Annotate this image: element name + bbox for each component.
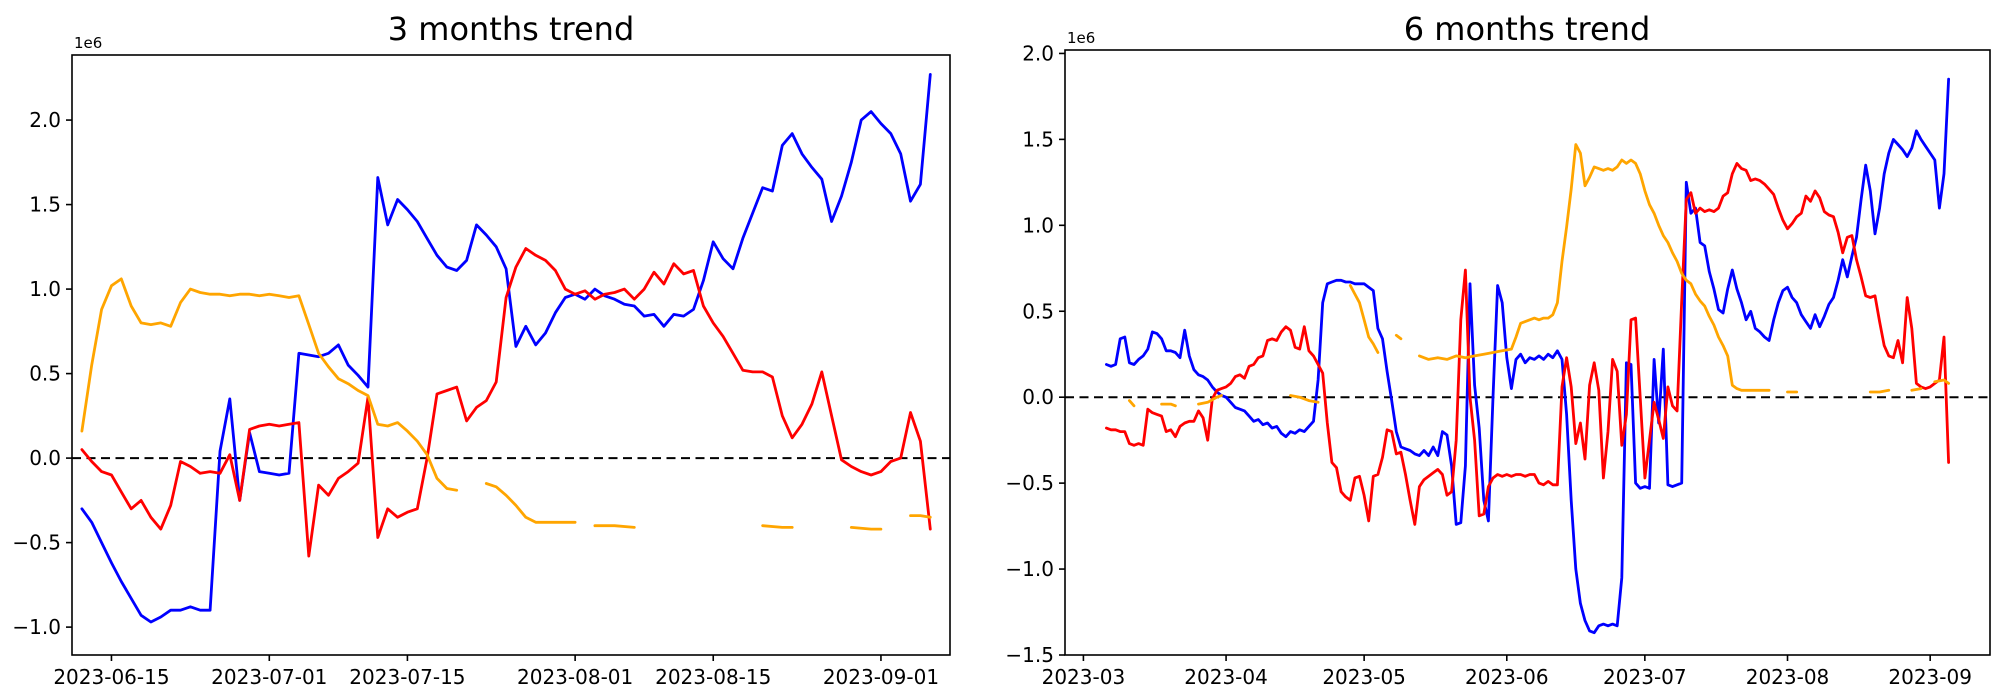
y-tick-label: 2.0 [29, 108, 61, 132]
y-tick-label: −1.0 [12, 615, 61, 639]
y-tick-label: −0.5 [1005, 471, 1054, 495]
series-orange-line [484, 482, 577, 524]
chart-title-6-months: 6 months trend [1404, 10, 1651, 48]
panel-3-months-plot: 2.0 1.5 1.0 0.5 0.0 −0.5 −1.0 2023-06-15 2023-07… [12, 34, 951, 689]
y-tick-label: −0.5 [12, 531, 61, 555]
y-axis-offset-label: 1e6 [74, 34, 102, 52]
plot-frame [1064, 49, 1991, 656]
x-tick-label: 2023-09-01 [823, 665, 939, 689]
y-axis-offset-label: 1e6 [1067, 29, 1095, 47]
series-blue-line [1105, 77, 1950, 635]
series-orange-line [1394, 333, 1403, 341]
series-orange-line [1418, 143, 1771, 392]
x-tick-label: 2023-06-15 [53, 665, 169, 689]
series-orange-line [593, 524, 636, 529]
y-tick-label: −1.5 [1005, 643, 1054, 667]
series-orange-line [1348, 284, 1380, 354]
series-orange-line [909, 514, 932, 519]
series-red-line [1105, 162, 1950, 526]
series-red-line [80, 247, 932, 558]
series-blue-line [80, 73, 932, 624]
y-tick-label: 1.0 [29, 277, 61, 301]
x-tick-label: 2023-04 [1184, 665, 1268, 689]
series-orange-line [1128, 399, 1136, 408]
series-orange-line [1160, 402, 1177, 408]
series-orange-line [1933, 378, 1950, 385]
y-tick-label: 0.0 [29, 446, 61, 470]
y-tick-label: 0.0 [1022, 385, 1054, 409]
plot-frame [71, 54, 951, 656]
x-tick-label: 2023-08-15 [655, 665, 771, 689]
y-tick-label: 1.5 [29, 193, 61, 217]
chart-title-3-months: 3 months trend [388, 10, 635, 48]
series-orange-line [761, 524, 794, 529]
x-tick-label: 2023-07 [1603, 665, 1687, 689]
series-orange-line [1910, 387, 1923, 392]
x-tick-label: 2023-08 [1746, 665, 1830, 689]
series-orange-line [80, 277, 459, 492]
x-tick-label: 2023-06 [1465, 665, 1549, 689]
series-orange-line [1289, 394, 1320, 404]
series-orange-line [1197, 394, 1223, 406]
y-tick-label: 2.0 [1022, 41, 1054, 65]
y-tick-label: 1.5 [1022, 127, 1054, 151]
x-tick-label: 2023-07-15 [349, 665, 465, 689]
x-tick-label: 2023-05 [1322, 665, 1406, 689]
y-tick-label: −1.0 [1005, 557, 1054, 581]
series-orange-line [849, 526, 883, 531]
x-tick-label: 2023-03 [1042, 665, 1126, 689]
y-tick-label: 0.5 [1022, 299, 1054, 323]
x-tick-label: 2023-09 [1888, 665, 1972, 689]
y-tick-label: 0.5 [29, 362, 61, 386]
x-tick-label: 2023-08-01 [517, 665, 633, 689]
x-tick-label: 2023-07-01 [211, 665, 327, 689]
series-orange-line [1868, 388, 1891, 394]
y-tick-label: 1.0 [1022, 213, 1054, 237]
